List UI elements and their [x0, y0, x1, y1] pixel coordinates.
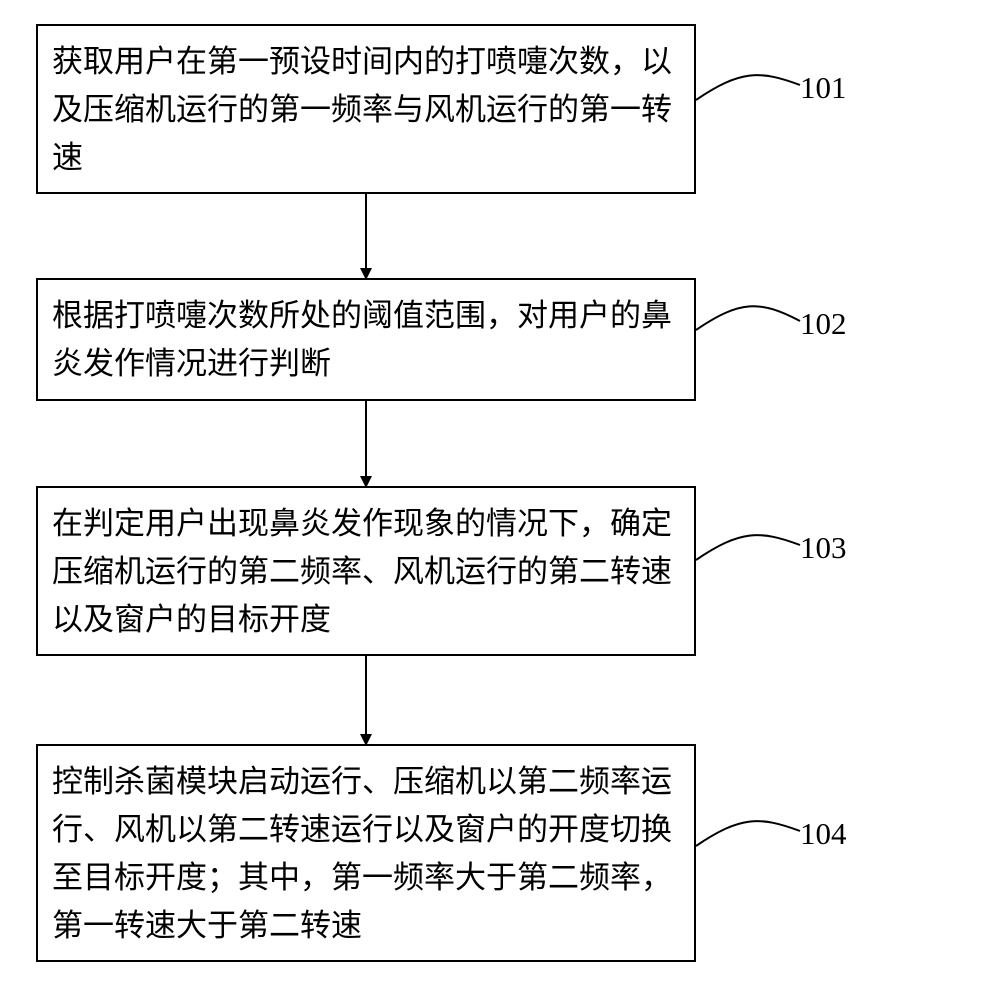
label-connector-103: [696, 535, 800, 560]
label-connector-101: [696, 75, 800, 100]
flow-node-text: 根据打喷嚏次数所处的阈值范围，对用户的鼻炎发作情况进行判断: [52, 298, 672, 381]
label-connector-102: [696, 306, 800, 330]
flow-label-102: 102: [800, 306, 847, 342]
flow-node-101: 获取用户在第一预设时间内的打喷嚏次数，以及压缩机运行的第一频率与风机运行的第一转…: [36, 24, 696, 194]
flow-node-103: 在判定用户出现鼻炎发作现象的情况下，确定压缩机运行的第二频率、风机运行的第二转速…: [36, 486, 696, 656]
flow-node-102: 根据打喷嚏次数所处的阈值范围，对用户的鼻炎发作情况进行判断: [36, 278, 696, 401]
flow-label-101: 101: [800, 70, 847, 106]
flow-node-text: 在判定用户出现鼻炎发作现象的情况下，确定压缩机运行的第二频率、风机运行的第二转速…: [52, 506, 672, 637]
label-connector-104: [696, 821, 800, 846]
flow-node-text: 获取用户在第一预设时间内的打喷嚏次数，以及压缩机运行的第一频率与风机运行的第一转…: [52, 44, 672, 175]
flow-node-text: 控制杀菌模块启动运行、压缩机以第二频率运行、风机以第二转速运行以及窗户的开度切换…: [52, 764, 672, 943]
flow-label-104: 104: [800, 816, 847, 852]
flow-node-104: 控制杀菌模块启动运行、压缩机以第二频率运行、风机以第二转速运行以及窗户的开度切换…: [36, 744, 696, 962]
flow-label-103: 103: [800, 530, 847, 566]
flowchart-canvas: 获取用户在第一预设时间内的打喷嚏次数，以及压缩机运行的第一频率与风机运行的第一转…: [0, 0, 994, 1000]
